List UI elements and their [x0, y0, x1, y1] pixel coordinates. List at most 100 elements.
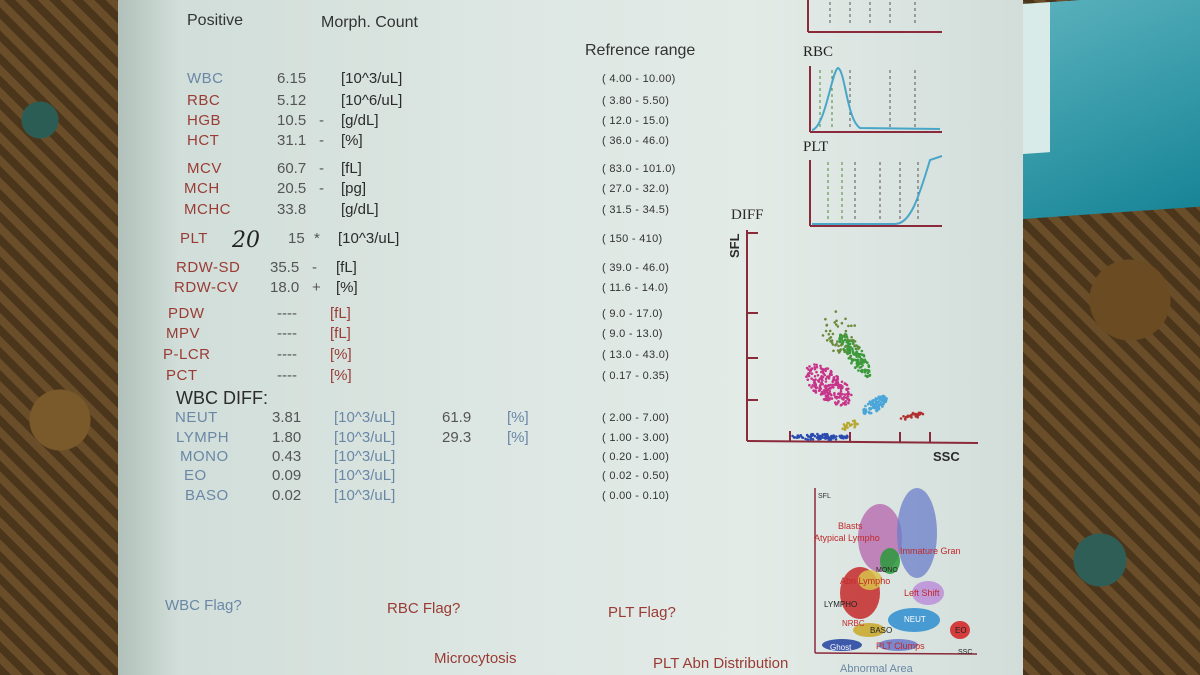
scatter-dot: [846, 421, 850, 425]
header-morph-count: Morph. Count: [321, 14, 418, 31]
scatter-dot: [828, 329, 832, 333]
ssc-axis-label: SSC: [933, 449, 960, 464]
scatter-dot: [822, 368, 826, 371]
scatter-dot: [833, 383, 837, 386]
scatter-dot: [817, 389, 821, 392]
scatter-dot: [828, 374, 831, 378]
param-value: ----: [277, 325, 297, 342]
scatter-dot: [842, 395, 846, 399]
scatter-dot: [846, 338, 850, 341]
diff-value: 3.81: [272, 409, 302, 426]
scatter-dot: [816, 432, 819, 436]
scatter-dot: [835, 395, 838, 399]
scatter-dot: [813, 375, 817, 378]
param-value: 60.7: [277, 160, 307, 177]
scatter-dot: [875, 409, 878, 412]
scatter-dot: [857, 369, 860, 372]
scatter-dot: [844, 329, 848, 333]
scatter-dot: [832, 376, 836, 379]
param-range: ( 11.6 - 14.0): [602, 282, 669, 294]
scatter-dot: [836, 375, 839, 379]
scatter-dot: [828, 398, 831, 401]
scatter-dot: [835, 378, 839, 381]
scatter-dot: [857, 353, 861, 356]
param-name: MCH: [184, 180, 220, 197]
diff-percent-unit: [%]: [507, 429, 529, 446]
param-value: 6.15: [277, 70, 307, 87]
scatter-dot: [856, 363, 860, 366]
scatter-dot: [807, 435, 810, 438]
scatter-dot: [810, 372, 814, 375]
scatter-dot: [811, 384, 814, 387]
scatter-dot: [880, 395, 884, 398]
scatter-dot: [806, 374, 810, 377]
scatter-dot: [843, 338, 847, 341]
scatter-dot: [851, 350, 855, 353]
scatter-dot: [834, 438, 838, 441]
param-range: ( 150 - 410): [602, 233, 663, 245]
legend-baso: BASO: [870, 626, 892, 635]
scatter-dot: [814, 378, 817, 381]
param-name: RDW-SD: [176, 259, 241, 276]
param-range: ( 9.0 - 17.0): [602, 308, 663, 320]
scatter-dot: [910, 416, 913, 419]
scatter-dot: [864, 374, 867, 377]
scatter-dot: [810, 386, 813, 389]
scatter-dot: [863, 407, 866, 411]
scatter-dot: [844, 317, 847, 321]
param-name: RBC: [187, 92, 221, 109]
scatter-dot: [844, 345, 847, 348]
scatter-dot: [820, 392, 824, 395]
scatter-dot: [844, 426, 847, 429]
scatter-dot: [862, 361, 865, 364]
scatter-dot: [828, 390, 832, 393]
diff-range: ( 0.02 - 0.50): [602, 470, 670, 482]
scatter-dot: [837, 396, 841, 399]
rbc-flag-message: Microcytosis: [434, 650, 517, 667]
scatter-dot: [809, 436, 813, 440]
scatter-dot: [824, 329, 828, 333]
param-flag: -: [319, 132, 324, 149]
diff-unit: [10^3/uL]: [334, 467, 396, 484]
scatter-dot: [841, 341, 845, 344]
rbc-flag-label: RBC Flag?: [387, 600, 461, 617]
param-flag: -: [312, 259, 317, 276]
scatter-dot: [839, 436, 842, 439]
scatter-dot: [869, 403, 873, 407]
param-unit: [10^3/uL]: [338, 230, 400, 247]
param-value: 18.0: [270, 279, 300, 296]
scatter-dot: [839, 383, 843, 387]
scatter-dot: [845, 335, 849, 339]
scatter-dot: [831, 383, 835, 387]
wbc-flag-label: WBC Flag?: [165, 597, 242, 614]
scatter-dot: [864, 369, 868, 372]
scatter-dot: [834, 323, 838, 326]
scatter-dot: [799, 434, 803, 437]
scatter-dot: [861, 358, 865, 362]
scatter-dot: [824, 377, 828, 381]
scatter-dot: [820, 435, 823, 438]
param-unit: [%]: [330, 367, 352, 384]
legend-lympho: LYMPHO: [824, 600, 857, 609]
scatter-dot: [823, 385, 827, 388]
scatter-dot: [852, 353, 856, 356]
scatter-dot: [846, 352, 849, 356]
scatter-dot: [851, 348, 854, 351]
scatter-dot: [908, 414, 911, 418]
scatter-dot: [823, 397, 827, 401]
diff-value: 0.02: [272, 487, 302, 504]
param-name: RDW-CV: [174, 279, 239, 296]
param-value: 15: [288, 230, 305, 247]
diff-range: ( 2.00 - 7.00): [602, 412, 670, 424]
diff-scattergram: [746, 230, 979, 444]
scatter-dot: [846, 435, 849, 439]
scatter-dot: [857, 355, 861, 358]
scatter-dot: [835, 342, 838, 346]
scatter-dot: [846, 395, 850, 398]
scatter-dot: [836, 340, 839, 343]
scatter-dot: [828, 384, 831, 387]
scatter-dot: [844, 403, 848, 406]
scatter-dot: [853, 340, 857, 343]
scatter-dot: [839, 387, 843, 391]
scatter-dot: [845, 383, 849, 387]
